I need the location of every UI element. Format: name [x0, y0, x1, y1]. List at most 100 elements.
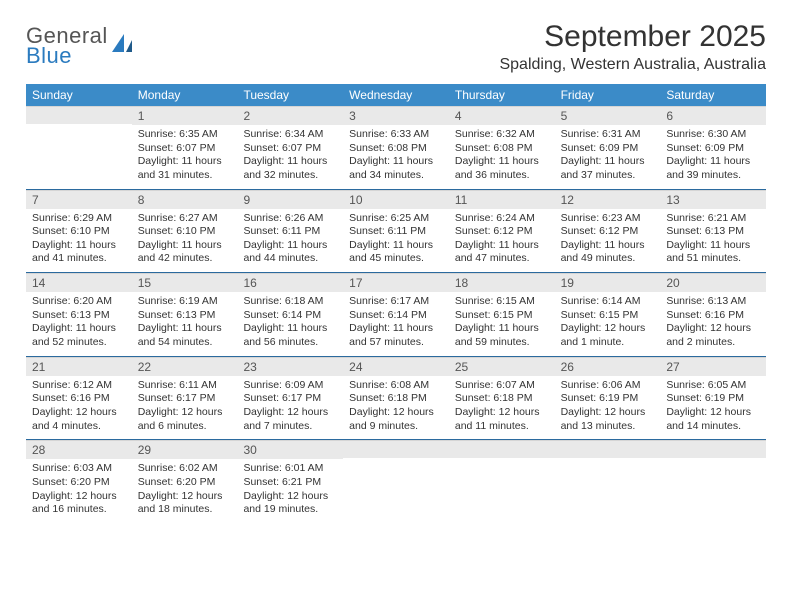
calendar-cell: 14Sunrise: 6:20 AMSunset: 6:13 PMDayligh… [26, 273, 132, 356]
daylight-text: Daylight: 11 hours and 49 minutes. [561, 239, 655, 266]
calendar-cell: 29Sunrise: 6:02 AMSunset: 6:20 PMDayligh… [132, 440, 238, 523]
day-details: Sunrise: 6:01 AMSunset: 6:21 PMDaylight:… [237, 459, 343, 523]
sunrise-text: Sunrise: 6:15 AM [455, 295, 549, 309]
day-number: 16 [237, 273, 343, 292]
sunset-text: Sunset: 6:17 PM [243, 392, 337, 406]
sunrise-text: Sunrise: 6:27 AM [138, 212, 232, 226]
day-number: 3 [343, 106, 449, 125]
daylight-text: Daylight: 12 hours and 1 minute. [561, 322, 655, 349]
day-details: Sunrise: 6:13 AMSunset: 6:16 PMDaylight:… [660, 292, 766, 356]
day-number: 13 [660, 190, 766, 209]
sunset-text: Sunset: 6:14 PM [243, 309, 337, 323]
calendar-cell: 13Sunrise: 6:21 AMSunset: 6:13 PMDayligh… [660, 190, 766, 273]
daylight-text: Daylight: 12 hours and 18 minutes. [138, 490, 232, 517]
calendar-cell [26, 106, 132, 189]
daylight-text: Daylight: 11 hours and 59 minutes. [455, 322, 549, 349]
calendar-cell: 1Sunrise: 6:35 AMSunset: 6:07 PMDaylight… [132, 106, 238, 189]
day-details: Sunrise: 6:27 AMSunset: 6:10 PMDaylight:… [132, 209, 238, 273]
sunset-text: Sunset: 6:20 PM [32, 476, 126, 490]
week-row: 1Sunrise: 6:35 AMSunset: 6:07 PMDaylight… [26, 106, 766, 190]
calendar-cell: 27Sunrise: 6:05 AMSunset: 6:19 PMDayligh… [660, 357, 766, 440]
location-subtitle: Spalding, Western Australia, Australia [499, 56, 766, 74]
calendar-grid: Sunday Monday Tuesday Wednesday Thursday… [26, 84, 766, 523]
day-number: 21 [26, 357, 132, 376]
calendar-cell [449, 440, 555, 523]
sunrise-text: Sunrise: 6:13 AM [666, 295, 760, 309]
daylight-text: Daylight: 12 hours and 19 minutes. [243, 490, 337, 517]
sunset-text: Sunset: 6:15 PM [455, 309, 549, 323]
sunset-text: Sunset: 6:12 PM [561, 225, 655, 239]
sunrise-text: Sunrise: 6:17 AM [349, 295, 443, 309]
sail-icon [110, 32, 136, 59]
day-details: Sunrise: 6:33 AMSunset: 6:08 PMDaylight:… [343, 125, 449, 189]
sunrise-text: Sunrise: 6:34 AM [243, 128, 337, 142]
day-number: 19 [555, 273, 661, 292]
sunset-text: Sunset: 6:20 PM [138, 476, 232, 490]
daylight-text: Daylight: 11 hours and 57 minutes. [349, 322, 443, 349]
daylight-text: Daylight: 12 hours and 4 minutes. [32, 406, 126, 433]
sunset-text: Sunset: 6:07 PM [243, 142, 337, 156]
calendar-cell: 6Sunrise: 6:30 AMSunset: 6:09 PMDaylight… [660, 106, 766, 189]
day-details: Sunrise: 6:29 AMSunset: 6:10 PMDaylight:… [26, 209, 132, 273]
sunrise-text: Sunrise: 6:03 AM [32, 462, 126, 476]
sunset-text: Sunset: 6:19 PM [561, 392, 655, 406]
sunset-text: Sunset: 6:18 PM [349, 392, 443, 406]
day-number: 17 [343, 273, 449, 292]
daylight-text: Daylight: 11 hours and 52 minutes. [32, 322, 126, 349]
day-number [343, 440, 449, 458]
sunrise-text: Sunrise: 6:11 AM [138, 379, 232, 393]
calendar-cell: 26Sunrise: 6:06 AMSunset: 6:19 PMDayligh… [555, 357, 661, 440]
day-details: Sunrise: 6:17 AMSunset: 6:14 PMDaylight:… [343, 292, 449, 356]
sunrise-text: Sunrise: 6:02 AM [138, 462, 232, 476]
sunrise-text: Sunrise: 6:35 AM [138, 128, 232, 142]
sunset-text: Sunset: 6:13 PM [32, 309, 126, 323]
brand-logo: General Blue [26, 26, 136, 66]
day-number: 26 [555, 357, 661, 376]
day-number: 20 [660, 273, 766, 292]
day-details: Sunrise: 6:21 AMSunset: 6:13 PMDaylight:… [660, 209, 766, 273]
day-details: Sunrise: 6:25 AMSunset: 6:11 PMDaylight:… [343, 209, 449, 273]
calendar-cell: 18 Sunrise: 6:15 AMSunset: 6:15 PMDayligh… [449, 273, 555, 356]
sunrise-text: Sunrise: 6:08 AM [349, 379, 443, 393]
calendar-cell: 7Sunrise: 6:29 AMSunset: 6:10 PMDaylight… [26, 190, 132, 273]
day-number: 24 [343, 357, 449, 376]
day-number: 14 [26, 273, 132, 292]
daylight-text: Daylight: 11 hours and 51 minutes. [666, 239, 760, 266]
calendar-cell: 12Sunrise: 6:23 AMSunset: 6:12 PMDayligh… [555, 190, 661, 273]
day-details: Sunrise: 6:26 AMSunset: 6:11 PMDaylight:… [237, 209, 343, 273]
logo-text: General Blue [26, 26, 108, 66]
week-row: 28Sunrise: 6:03 AMSunset: 6:20 PMDayligh… [26, 440, 766, 523]
sunset-text: Sunset: 6:19 PM [666, 392, 760, 406]
calendar-cell: 5Sunrise: 6:31 AMSunset: 6:09 PMDaylight… [555, 106, 661, 189]
day-number: 11 [449, 190, 555, 209]
day-number: 23 [237, 357, 343, 376]
day-number: 5 [555, 106, 661, 125]
sunset-text: Sunset: 6:10 PM [138, 225, 232, 239]
sunrise-text: Sunrise: 6:09 AM [243, 379, 337, 393]
day-number: 15 [132, 273, 238, 292]
daylight-text: Daylight: 12 hours and 9 minutes. [349, 406, 443, 433]
calendar-cell: 19Sunrise: 6:14 AMSunset: 6:15 PMDayligh… [555, 273, 661, 356]
day-details: Sunrise: 6:08 AMSunset: 6:18 PMDaylight:… [343, 376, 449, 440]
calendar-cell: 2Sunrise: 6:34 AMSunset: 6:07 PMDaylight… [237, 106, 343, 189]
day-number [26, 106, 132, 124]
day-number: 25 [449, 357, 555, 376]
sunset-text: Sunset: 6:11 PM [243, 225, 337, 239]
sunset-text: Sunset: 6:10 PM [32, 225, 126, 239]
day-details: Sunrise: 6:31 AMSunset: 6:09 PMDaylight:… [555, 125, 661, 189]
sunset-text: Sunset: 6:09 PM [666, 142, 760, 156]
day-details: Sunrise: 6:30 AMSunset: 6:09 PMDaylight:… [660, 125, 766, 189]
calendar-cell: 30Sunrise: 6:01 AMSunset: 6:21 PMDayligh… [237, 440, 343, 523]
sunset-text: Sunset: 6:21 PM [243, 476, 337, 490]
day-details: Sunrise: 6:03 AMSunset: 6:20 PMDaylight:… [26, 459, 132, 523]
sunset-text: Sunset: 6:14 PM [349, 309, 443, 323]
sunset-text: Sunset: 6:08 PM [349, 142, 443, 156]
daylight-text: Daylight: 12 hours and 6 minutes. [138, 406, 232, 433]
daylight-text: Daylight: 12 hours and 7 minutes. [243, 406, 337, 433]
day-header-row: Sunday Monday Tuesday Wednesday Thursday… [26, 84, 766, 106]
sunset-text: Sunset: 6:09 PM [561, 142, 655, 156]
calendar-cell: 17Sunrise: 6:17 AMSunset: 6:14 PMDayligh… [343, 273, 449, 356]
calendar-cell: 9Sunrise: 6:26 AMSunset: 6:11 PMDaylight… [237, 190, 343, 273]
sunset-text: Sunset: 6:16 PM [666, 309, 760, 323]
day-number: 18 [449, 273, 555, 292]
